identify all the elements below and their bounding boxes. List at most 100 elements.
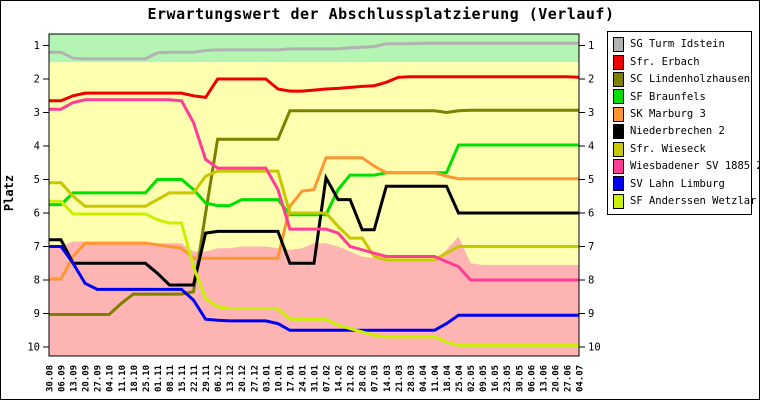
y-tick-label-left: 1 <box>34 40 40 52</box>
x-tick-label: 23.05 <box>503 365 513 392</box>
x-tick-label: 27.09 <box>94 365 104 392</box>
legend-label: SK Marburg 3 <box>630 108 706 120</box>
x-tick-label: 17.01 <box>286 365 296 392</box>
x-tick-label: 20.09 <box>82 365 92 392</box>
y-tick-label-left: 2 <box>34 74 40 86</box>
x-tick-label: 21.03 <box>395 365 405 392</box>
x-tick-label: 02.05 <box>467 365 477 392</box>
legend-entry-sk-marburg-3: SK Marburg 3 <box>613 106 749 123</box>
x-tick-label: 06.12 <box>214 365 224 392</box>
y-tick-label-left: 9 <box>34 308 40 320</box>
y-tick-label-right: 6 <box>588 208 594 220</box>
y-tick-label-left: 3 <box>34 107 40 119</box>
x-tick-label: 03.01 <box>262 365 272 392</box>
x-tick-label: 14.03 <box>383 365 393 392</box>
x-tick-label: 14.02 <box>335 365 345 392</box>
legend-label: SF Anderssen Wetzlar <box>630 194 757 207</box>
legend-entry-sv-lahn-limburg: SV Lahn Limburg <box>613 175 749 192</box>
x-tick-label: 08.11 <box>166 365 176 392</box>
legend-label: SG Turm Idstein <box>630 38 725 51</box>
x-tick-label: 31.01 <box>311 365 321 392</box>
x-tick-label: 20.06 <box>551 365 561 392</box>
y-tick-label-left: 8 <box>34 275 40 287</box>
x-tick-label: 04.10 <box>106 365 116 392</box>
x-tick-label: 04.07 <box>576 365 586 392</box>
series-line-sc-lindenholzhausen <box>49 108 579 316</box>
x-tick-label: 25.10 <box>142 365 152 392</box>
x-tick-label: 11.04 <box>431 364 441 392</box>
series-line-sk-marburg-3 <box>49 156 579 281</box>
y-tick-label-right: 3 <box>588 107 594 119</box>
legend-color-swatch <box>613 124 624 140</box>
x-tick-label: 13.06 <box>539 365 549 392</box>
legend-entry-sg-turm-idstein: SG Turm Idstein <box>613 36 749 53</box>
series-line-wiesbadener-sv-1885-2 <box>49 98 579 282</box>
y-ticks <box>43 45 585 348</box>
y-tick-label-left: 6 <box>34 208 40 220</box>
y-tick-label-right: 8 <box>588 275 594 287</box>
x-tick-label: 07.02 <box>323 365 333 392</box>
series-line-sf-braunfels <box>49 143 579 217</box>
y-tick-label-right: 7 <box>588 241 594 253</box>
x-tick-label: 11.10 <box>118 365 128 392</box>
x-tick-label: 04.04 <box>419 364 429 392</box>
x-tick-label: 27.12 <box>250 365 260 392</box>
x-tick-label: 24.01 <box>299 365 309 392</box>
legend-color-swatch <box>613 37 624 53</box>
series-lines <box>49 41 580 347</box>
legend-label: Sfr. Erbach <box>630 55 700 68</box>
x-tick-label: 30.05 <box>515 365 525 392</box>
x-tick-label: 16.05 <box>491 365 501 392</box>
legend-entry-sf-anderssen-wetzlar: SF Anderssen Wetzlar <box>613 193 756 210</box>
x-tick-label: 06.06 <box>527 365 537 392</box>
x-tick-label: 01.11 <box>154 365 164 392</box>
legend-entry-sfr-erbach: Sfr. Erbach <box>613 53 749 70</box>
x-tick-label: 28.02 <box>359 365 369 392</box>
x-tick-label: 15.11 <box>178 365 188 392</box>
y-tick-label-left: 4 <box>34 141 40 153</box>
y-tick-label-right: 10 <box>588 342 601 354</box>
legend-label: Wiesbadener SV 1885 2 <box>630 160 760 173</box>
legend-entry-sfr-wieseck: Sfr. Wieseck <box>613 140 749 157</box>
x-tick-labels: 30.08 06.09 13.09 20.09 27.09 04.10 11.10 18.10… <box>46 364 586 392</box>
x-tick-label: 18.04 <box>443 364 453 392</box>
legend-color-swatch <box>613 54 624 70</box>
legend-color-swatch <box>613 89 624 105</box>
legend-color-swatch <box>613 141 624 157</box>
x-tick-label: 09.05 <box>479 365 489 392</box>
legend-entry-sc-lindenholzhausen: SC Lindenholzhausen <box>613 71 750 88</box>
x-tick-label: 18.10 <box>130 365 140 392</box>
series-line-sv-lahn-limburg <box>49 245 579 332</box>
x-tick-label: 21.02 <box>347 365 357 392</box>
relegation-zone <box>49 236 579 356</box>
y-tick-label-right: 4 <box>588 141 594 153</box>
legend-label: Niederbrechen 2 <box>630 125 725 138</box>
x-tick-label: 13.12 <box>226 365 236 392</box>
legend-color-swatch <box>613 158 624 174</box>
legend-color-swatch <box>613 71 624 87</box>
x-tick-label: 30.08 <box>46 365 56 392</box>
y-tick-labels: 1 1 2 2 3 3 4 4 5 5 6 6 7 7 8 8 9 9 10 10 <box>27 40 600 354</box>
legend-label: SV Lahn Limburg <box>630 177 725 190</box>
y-tick-label-right: 2 <box>588 74 594 86</box>
series-line-sfr-wieseck <box>49 169 579 262</box>
legend-box: SG Turm Idstein Sfr. Erbach SC Lindenholzh… <box>607 31 759 215</box>
x-tick-label: 22.11 <box>190 365 200 392</box>
legend-entry-sf-braunfels: SF Braunfels <box>613 88 749 105</box>
series-line-sg-turm-idstein <box>49 41 579 61</box>
series-line-sfr-erbach <box>49 75 580 103</box>
legend-color-swatch <box>613 176 624 192</box>
legend-entry-niederbrechen-2: Niederbrechen 2 <box>613 123 749 140</box>
x-tick-label: 27.06 <box>564 365 574 392</box>
y-tick-label-right: 1 <box>588 40 594 52</box>
x-tick-label: 29.11 <box>202 365 212 392</box>
legend-label: Sfr. Wieseck <box>630 142 706 155</box>
chart-title: Erwartungswert der Abschlussplatzierung … <box>147 5 615 23</box>
x-tick-label: 10.01 <box>274 365 284 392</box>
y-tick-label-left: 5 <box>34 174 40 186</box>
y-tick-label-left: 7 <box>34 241 40 253</box>
y-tick-label-left: 10 <box>27 342 40 354</box>
x-tick-label: 20.12 <box>238 365 248 392</box>
